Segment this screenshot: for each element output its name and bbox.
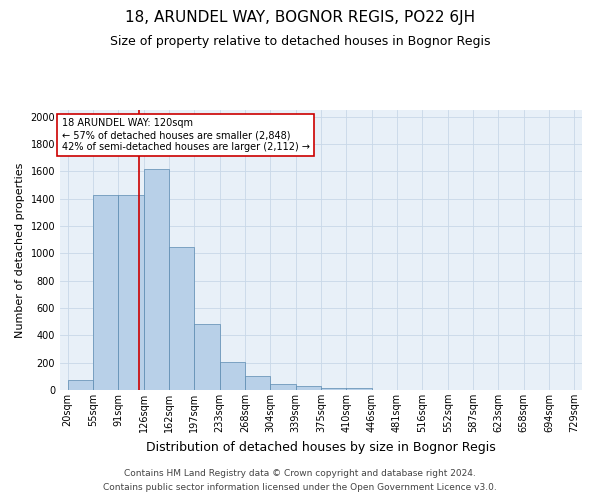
Text: 18, ARUNDEL WAY, BOGNOR REGIS, PO22 6JH: 18, ARUNDEL WAY, BOGNOR REGIS, PO22 6JH	[125, 10, 475, 25]
Bar	[245, 376, 271, 390]
Bar	[68, 380, 93, 390]
Bar	[346, 388, 371, 390]
Text: 18 ARUNDEL WAY: 120sqm
← 57% of detached houses are smaller (2,848)
42% of semi-: 18 ARUNDEL WAY: 120sqm ← 57% of detached…	[62, 118, 310, 152]
Bar	[296, 386, 321, 390]
Text: Contains HM Land Registry data © Crown copyright and database right 2024.: Contains HM Land Registry data © Crown c…	[124, 468, 476, 477]
Bar	[271, 384, 296, 390]
Text: Size of property relative to detached houses in Bognor Regis: Size of property relative to detached ho…	[110, 35, 490, 48]
Bar	[118, 194, 143, 390]
Bar	[321, 388, 346, 390]
Bar	[220, 362, 245, 390]
Bar	[169, 246, 194, 390]
Text: Contains public sector information licensed under the Open Government Licence v3: Contains public sector information licen…	[103, 484, 497, 492]
Y-axis label: Number of detached properties: Number of detached properties	[15, 162, 25, 338]
Bar	[143, 168, 169, 390]
Bar	[194, 324, 220, 390]
Bar	[93, 196, 118, 390]
X-axis label: Distribution of detached houses by size in Bognor Regis: Distribution of detached houses by size …	[146, 440, 496, 454]
